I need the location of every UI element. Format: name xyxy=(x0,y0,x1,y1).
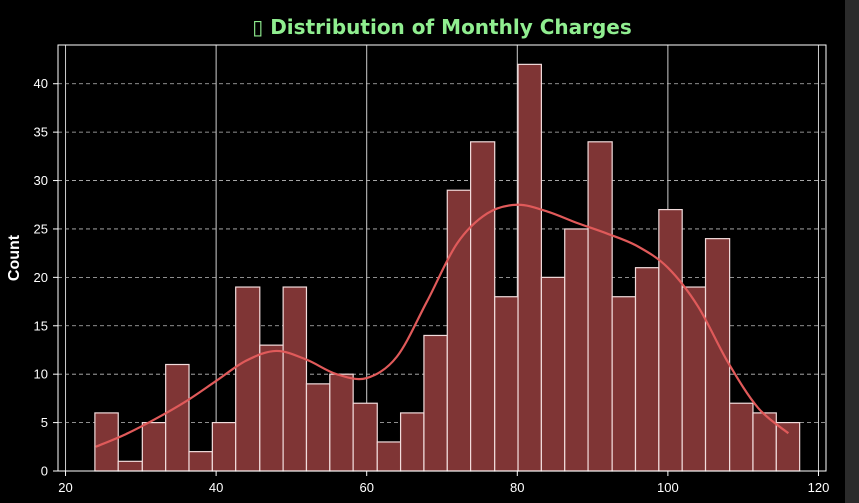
histogram-bar xyxy=(658,208,683,472)
histogram-bar xyxy=(376,441,402,472)
chart-title: ▯ Distribution of Monthly Charges xyxy=(252,15,632,39)
histogram-bar xyxy=(540,276,566,472)
histogram-bar xyxy=(423,334,448,472)
x-tick-label: 100 xyxy=(657,480,679,495)
y-tick-label: 35 xyxy=(34,125,48,140)
x-tick-label: 40 xyxy=(209,480,223,495)
histogram-bar xyxy=(117,460,143,472)
x-axis-ticks: 20 40 60 80 100 120 xyxy=(58,471,829,495)
y-axis-title: Count xyxy=(6,234,23,281)
histogram-bar xyxy=(564,228,589,472)
histogram-bar xyxy=(634,267,660,472)
y-tick-label: 5 xyxy=(41,415,48,430)
scrollbar-track[interactable] xyxy=(845,0,859,503)
bars-layer xyxy=(94,63,801,472)
x-tick-label: 20 xyxy=(58,480,72,495)
histogram-bar xyxy=(141,421,167,472)
y-tick-label: 0 xyxy=(41,464,48,479)
histogram-bar xyxy=(188,451,213,472)
histogram-bar xyxy=(775,421,801,472)
histogram-bar xyxy=(587,141,613,472)
histogram-bar xyxy=(352,402,378,472)
y-tick-label: 20 xyxy=(34,270,48,285)
kde-layer xyxy=(95,203,790,448)
y-tick-label: 40 xyxy=(34,76,48,91)
histogram-bar xyxy=(329,373,354,472)
kde-curve xyxy=(95,203,790,448)
histogram-bar xyxy=(446,189,472,472)
histogram-bar xyxy=(494,296,519,472)
x-tick-label: 60 xyxy=(359,480,373,495)
y-tick-label: 30 xyxy=(34,173,48,188)
histogram-bar xyxy=(704,238,731,472)
histogram-bar xyxy=(165,363,190,472)
histogram-bar xyxy=(517,63,542,472)
y-tick-label: 25 xyxy=(34,221,48,236)
y-tick-label: 10 xyxy=(34,367,48,382)
histogram-bar xyxy=(235,286,261,472)
x-tick-label: 80 xyxy=(510,480,524,495)
histogram-bar xyxy=(611,296,637,472)
x-tick-label: 120 xyxy=(808,480,830,495)
y-tick-label: 15 xyxy=(34,318,48,333)
histogram-bar xyxy=(399,412,425,472)
histogram-bar xyxy=(305,383,331,472)
y-axis-ticks: 0 5 10 15 20 25 30 35 40 xyxy=(34,76,58,479)
histogram-bar xyxy=(259,344,284,472)
histogram-bar xyxy=(282,286,308,472)
histogram-bar xyxy=(729,402,754,472)
plot-frame xyxy=(57,44,827,472)
histogram-bar xyxy=(470,141,496,472)
histogram-bar xyxy=(211,421,237,472)
